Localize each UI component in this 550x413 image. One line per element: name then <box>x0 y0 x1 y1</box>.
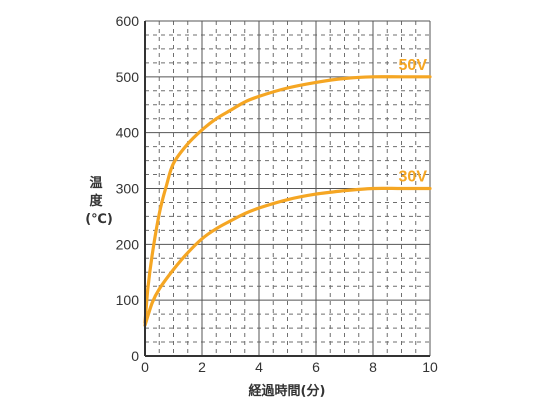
x-tick-label: 0 <box>141 359 149 375</box>
x-tick-label: 8 <box>369 359 377 375</box>
x-tick-label: 4 <box>255 359 263 375</box>
x-tick-label: 6 <box>312 359 320 375</box>
series-label-50v: 50V <box>399 57 428 74</box>
x-tick-label: 2 <box>198 359 206 375</box>
y-tick-label: 0 <box>131 348 139 364</box>
y-tick-label: 500 <box>116 69 140 85</box>
y-tick-label: 600 <box>116 13 140 29</box>
series-line-30v <box>143 186 432 327</box>
y-axis-label: 度 <box>89 193 103 209</box>
chart-series: 50V 30V <box>143 57 432 327</box>
y-tick-label: 100 <box>116 292 140 308</box>
y-axis-label: (℃) <box>85 212 113 227</box>
x-axis-label: 経過時間(分) <box>249 383 326 399</box>
x-tick-label: 10 <box>422 359 438 375</box>
series-label-30v: 30V <box>399 169 428 186</box>
series-line-50v <box>143 75 432 325</box>
y-tick-label: 300 <box>116 181 140 197</box>
y-tick-label: 400 <box>116 125 140 141</box>
y-axis-label: 温 <box>89 176 102 191</box>
y-tick-label: 200 <box>116 236 140 252</box>
